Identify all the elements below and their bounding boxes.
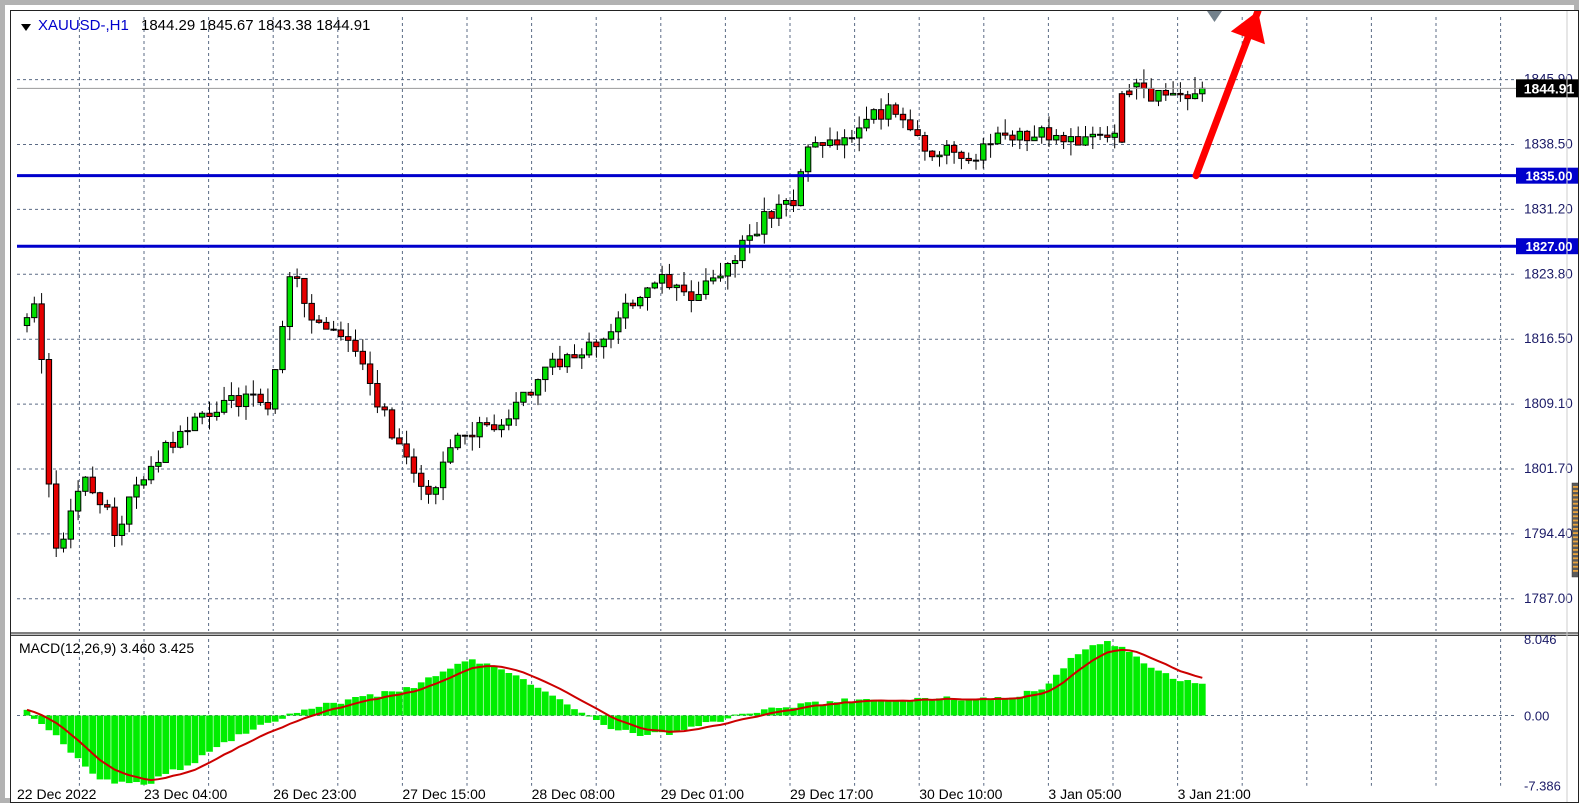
svg-text:23 Dec 04:00: 23 Dec 04:00 [144, 786, 227, 802]
svg-text:-7.386: -7.386 [1524, 779, 1561, 794]
svg-text:1844.29 1845.67 1843.38 1844.9: 1844.29 1845.67 1843.38 1844.91 [141, 17, 370, 34]
svg-text:22 Dec 2022: 22 Dec 2022 [17, 786, 97, 802]
svg-text:28 Dec 08:00: 28 Dec 08:00 [532, 786, 615, 802]
svg-text:3 Jan 05:00: 3 Jan 05:00 [1048, 786, 1121, 802]
svg-text:30 Dec 10:00: 30 Dec 10:00 [919, 786, 1002, 802]
svg-text:XAUUSD-,H1: XAUUSD-,H1 [38, 17, 129, 34]
svg-text:1823.80: 1823.80 [1524, 266, 1573, 281]
svg-text:1827.00: 1827.00 [1526, 239, 1573, 254]
svg-text:0.00: 0.00 [1524, 708, 1549, 723]
svg-text:1831.20: 1831.20 [1524, 201, 1573, 216]
svg-text:1787.00: 1787.00 [1524, 591, 1573, 606]
svg-text:26 Dec 23:00: 26 Dec 23:00 [273, 786, 356, 802]
svg-text:27 Dec 15:00: 27 Dec 15:00 [402, 786, 485, 802]
svg-text:1816.50: 1816.50 [1524, 331, 1573, 346]
svg-text:1801.70: 1801.70 [1524, 461, 1573, 476]
svg-text:3 Jan 21:00: 3 Jan 21:00 [1178, 786, 1251, 802]
svg-text:1838.50: 1838.50 [1524, 137, 1573, 152]
svg-text:1809.10: 1809.10 [1524, 396, 1573, 411]
svg-text:8.046: 8.046 [1524, 632, 1557, 647]
svg-text:1835.00: 1835.00 [1526, 169, 1573, 184]
svg-text:1794.40: 1794.40 [1524, 526, 1573, 541]
svg-text:29 Dec 17:00: 29 Dec 17:00 [790, 786, 873, 802]
svg-text:MACD(12,26,9) 3.460 3.425: MACD(12,26,9) 3.460 3.425 [19, 640, 194, 656]
svg-text:29 Dec 01:00: 29 Dec 01:00 [661, 786, 744, 802]
